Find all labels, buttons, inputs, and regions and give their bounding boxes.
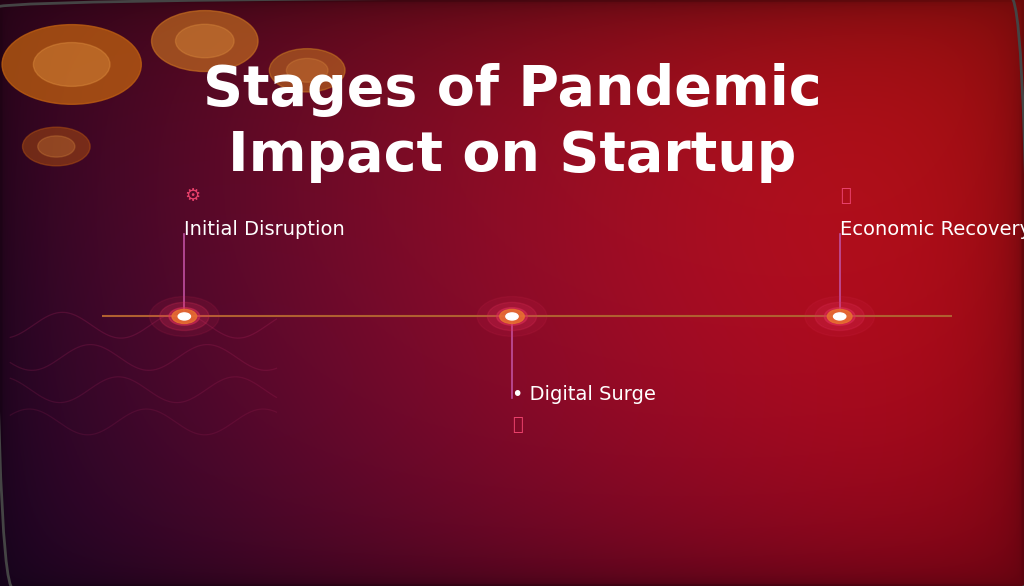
Circle shape bbox=[487, 302, 537, 331]
Circle shape bbox=[160, 302, 209, 331]
Circle shape bbox=[500, 309, 524, 323]
Text: Economic Recovery: Economic Recovery bbox=[840, 220, 1024, 239]
Circle shape bbox=[827, 309, 852, 323]
Circle shape bbox=[23, 127, 90, 166]
Circle shape bbox=[834, 313, 846, 320]
Circle shape bbox=[805, 297, 874, 336]
Circle shape bbox=[150, 297, 219, 336]
Text: Initial Disruption: Initial Disruption bbox=[184, 220, 345, 239]
Text: ⚙: ⚙ bbox=[184, 188, 201, 205]
Text: • Digital Surge: • Digital Surge bbox=[512, 386, 656, 404]
Circle shape bbox=[172, 309, 197, 323]
Circle shape bbox=[152, 11, 258, 71]
Circle shape bbox=[175, 24, 234, 58]
Circle shape bbox=[477, 297, 547, 336]
Text: 📈: 📈 bbox=[840, 188, 850, 205]
Circle shape bbox=[178, 313, 190, 320]
Circle shape bbox=[269, 49, 345, 92]
Circle shape bbox=[815, 302, 864, 331]
Circle shape bbox=[38, 136, 75, 157]
Circle shape bbox=[34, 43, 110, 86]
Circle shape bbox=[2, 25, 141, 104]
Text: Stages of Pandemic
Impact on Startup: Stages of Pandemic Impact on Startup bbox=[203, 63, 821, 183]
Circle shape bbox=[169, 308, 200, 325]
Circle shape bbox=[287, 59, 328, 82]
Text: 🛜: 🛜 bbox=[512, 416, 522, 434]
Circle shape bbox=[824, 308, 855, 325]
Circle shape bbox=[506, 313, 518, 320]
Circle shape bbox=[497, 308, 527, 325]
